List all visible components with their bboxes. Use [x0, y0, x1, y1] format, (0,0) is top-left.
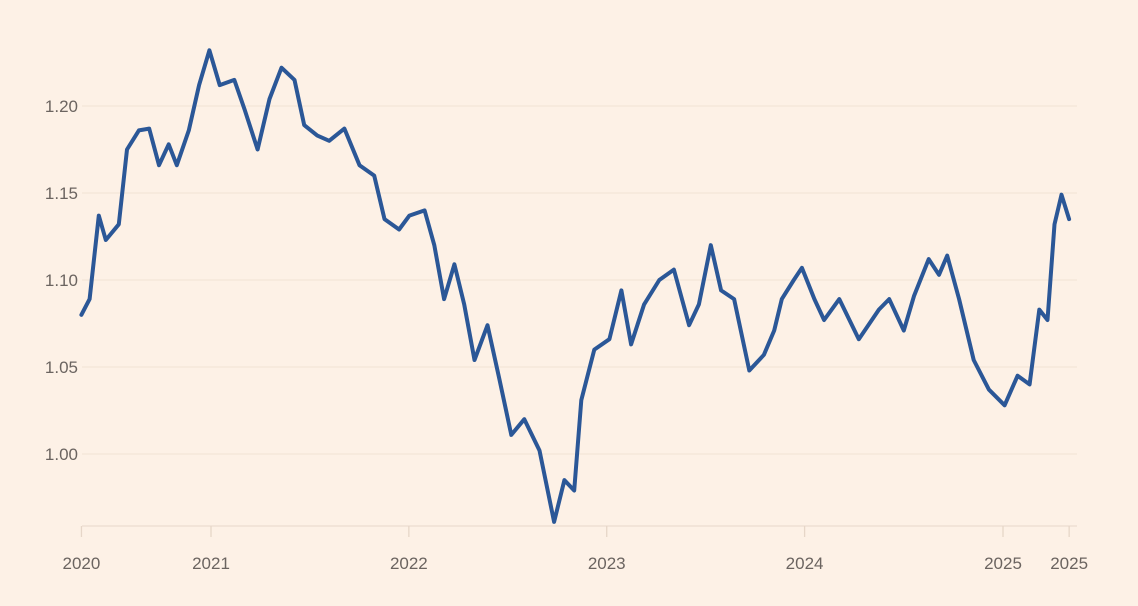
x-tick-label: 2024	[786, 554, 824, 573]
x-tick-label: 2025	[984, 554, 1022, 573]
x-tick-label: 2025	[1050, 554, 1088, 573]
x-tick-label: 2020	[63, 554, 101, 573]
gridlines	[82, 105, 1077, 455]
x-tick-label: 2022	[390, 554, 428, 573]
y-tick-label: 1.00	[45, 445, 78, 464]
x-tick-label: 2021	[192, 554, 230, 573]
y-tick-label: 1.05	[45, 358, 78, 377]
x-axis: 2020 2021 2022 2023 2024 2025 2025	[63, 525, 1088, 573]
y-tick-label: 1.20	[45, 97, 78, 116]
y-tick-label: 1.10	[45, 271, 78, 290]
x-tick-label: 2023	[588, 554, 626, 573]
y-tick-label: 1.15	[45, 184, 78, 203]
y-axis: 1.00 1.05 1.10 1.15 1.20	[45, 97, 78, 464]
series-line	[79, 48, 1072, 524]
plot-area	[79, 48, 1072, 524]
